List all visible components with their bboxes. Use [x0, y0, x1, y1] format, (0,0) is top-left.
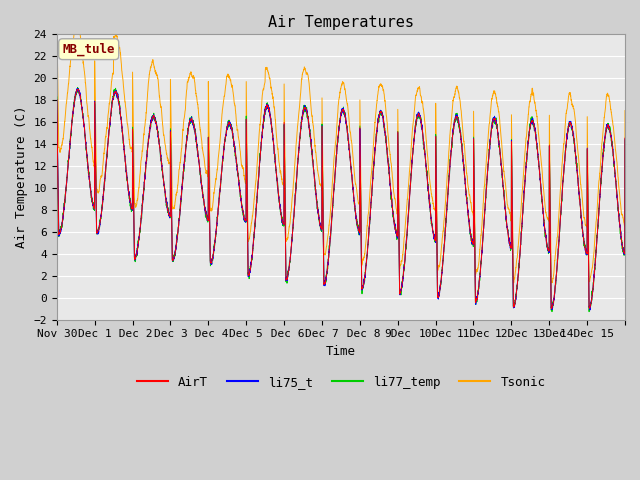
AirT: [74, 86, 81, 92]
li77_temp: [585, 309, 593, 314]
Line: li75_t: li75_t: [57, 89, 625, 310]
li75_t: [621, 252, 628, 257]
li77_temp: [155, 139, 163, 145]
AirT: [320, 282, 328, 288]
AirT: [53, 97, 61, 103]
Legend: AirT, li75_t, li77_temp, Tsonic: AirT, li75_t, li77_temp, Tsonic: [131, 371, 550, 394]
li75_t: [468, 239, 476, 245]
li75_t: [320, 279, 328, 285]
li77_temp: [500, 197, 508, 203]
li75_t: [74, 86, 81, 92]
Title: Air Temperatures: Air Temperatures: [268, 15, 414, 30]
Tsonic: [500, 173, 508, 179]
Tsonic: [468, 209, 476, 215]
Line: li77_temp: li77_temp: [57, 87, 625, 312]
li77_temp: [320, 280, 328, 286]
li75_t: [586, 307, 594, 313]
li75_t: [155, 141, 163, 146]
Tsonic: [155, 87, 163, 93]
AirT: [621, 250, 628, 256]
li77_temp: [74, 84, 81, 90]
Tsonic: [53, 31, 61, 37]
li75_t: [500, 198, 508, 204]
Line: AirT: AirT: [57, 89, 625, 309]
li77_temp: [621, 137, 629, 143]
li75_t: [437, 278, 445, 284]
AirT: [621, 135, 629, 141]
Text: MB_tule: MB_tule: [63, 43, 115, 56]
Tsonic: [510, 280, 518, 286]
li77_temp: [53, 94, 61, 100]
li77_temp: [437, 278, 445, 284]
Tsonic: [320, 240, 328, 246]
Tsonic: [437, 252, 445, 258]
Y-axis label: Air Temperature (C): Air Temperature (C): [15, 106, 28, 248]
AirT: [548, 306, 556, 312]
li77_temp: [621, 252, 628, 258]
Tsonic: [621, 222, 628, 228]
AirT: [155, 140, 163, 145]
AirT: [468, 239, 476, 244]
li75_t: [621, 136, 629, 142]
AirT: [437, 279, 445, 285]
AirT: [500, 200, 508, 206]
Tsonic: [621, 108, 629, 113]
li77_temp: [468, 241, 476, 247]
Line: Tsonic: Tsonic: [57, 34, 625, 283]
X-axis label: Time: Time: [326, 345, 356, 358]
li75_t: [53, 97, 61, 103]
